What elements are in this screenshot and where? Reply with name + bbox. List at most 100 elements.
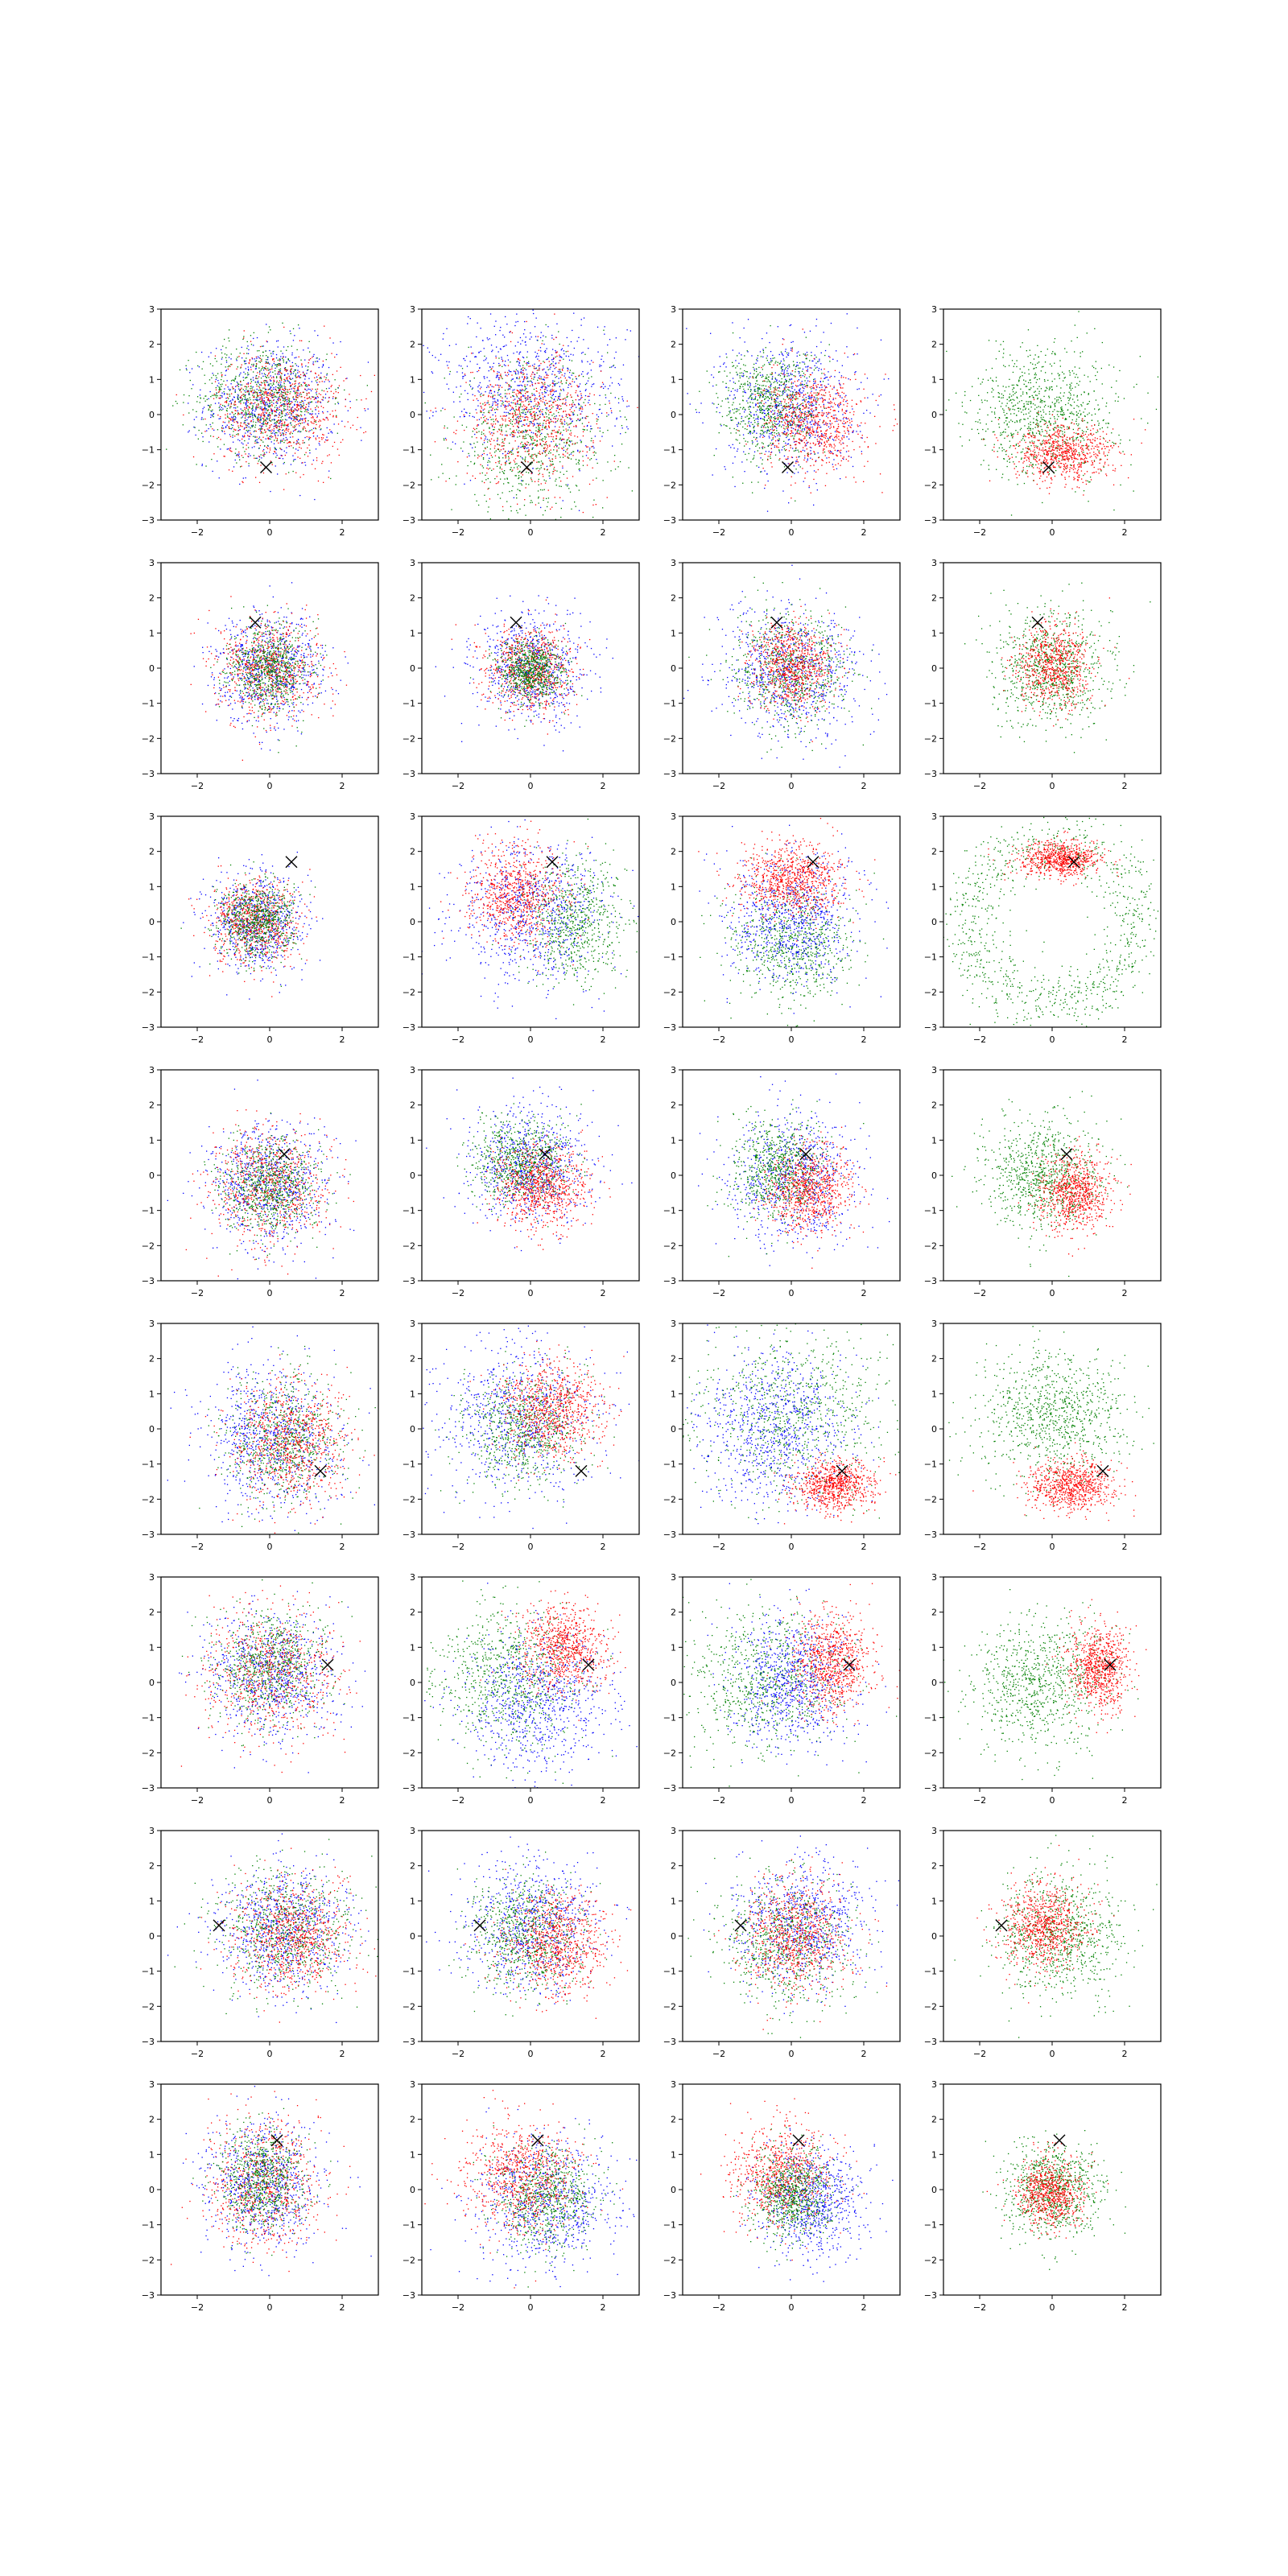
data-point bbox=[483, 457, 484, 458]
data-point bbox=[293, 442, 294, 443]
data-point bbox=[221, 393, 222, 394]
data-point bbox=[300, 418, 301, 419]
data-point bbox=[222, 425, 223, 426]
data-point bbox=[520, 365, 521, 366]
data-point bbox=[497, 409, 498, 410]
data-point bbox=[518, 409, 519, 410]
data-point bbox=[278, 430, 279, 431]
data-point bbox=[502, 510, 503, 511]
data-point bbox=[497, 392, 498, 393]
data-point bbox=[533, 454, 534, 455]
data-point bbox=[323, 407, 324, 408]
data-point bbox=[860, 425, 861, 426]
data-point bbox=[525, 393, 526, 394]
data-point bbox=[298, 439, 299, 440]
data-point bbox=[518, 432, 519, 433]
data-point bbox=[532, 436, 533, 437]
data-point bbox=[501, 449, 502, 450]
data-point bbox=[267, 448, 268, 449]
data-point bbox=[488, 395, 489, 396]
data-point bbox=[488, 478, 489, 479]
data-point bbox=[494, 445, 495, 446]
data-point bbox=[287, 409, 288, 410]
data-point bbox=[503, 405, 504, 406]
data-point bbox=[476, 336, 477, 337]
data-point bbox=[517, 448, 518, 449]
data-point bbox=[554, 314, 555, 315]
data-point bbox=[567, 394, 568, 395]
data-point bbox=[583, 465, 584, 466]
data-point bbox=[545, 442, 546, 443]
data-point bbox=[310, 409, 311, 410]
data-point bbox=[285, 381, 286, 382]
data-point bbox=[271, 404, 272, 405]
data-point bbox=[281, 373, 282, 374]
data-point bbox=[553, 440, 554, 441]
data-point bbox=[243, 447, 244, 448]
data-point bbox=[244, 436, 245, 437]
data-point bbox=[532, 444, 533, 445]
data-point bbox=[281, 413, 282, 414]
data-point bbox=[686, 328, 687, 329]
data-point bbox=[496, 347, 497, 348]
data-point bbox=[548, 414, 549, 415]
data-point bbox=[425, 402, 426, 403]
data-point bbox=[521, 373, 522, 374]
data-point bbox=[416, 443, 417, 444]
data-point bbox=[229, 396, 230, 397]
data-point bbox=[592, 468, 593, 469]
data-point bbox=[247, 398, 248, 399]
data-point bbox=[552, 430, 553, 431]
data-point bbox=[508, 425, 509, 426]
data-point bbox=[536, 412, 537, 413]
data-point bbox=[260, 362, 261, 363]
data-point bbox=[261, 457, 262, 458]
data-point bbox=[569, 434, 570, 435]
data-point bbox=[487, 337, 488, 338]
data-point bbox=[221, 384, 222, 385]
data-point bbox=[261, 369, 262, 370]
data-point bbox=[331, 353, 332, 354]
data-point bbox=[526, 444, 527, 445]
data-point bbox=[208, 409, 209, 410]
data-point bbox=[559, 371, 560, 372]
data-point bbox=[220, 409, 221, 410]
data-point bbox=[261, 394, 262, 395]
data-point bbox=[277, 402, 278, 403]
data-point bbox=[556, 431, 557, 432]
data-point bbox=[531, 401, 532, 402]
data-point bbox=[535, 336, 536, 337]
data-point bbox=[262, 423, 263, 424]
data-point bbox=[531, 473, 532, 474]
data-point bbox=[512, 449, 513, 450]
data-point bbox=[517, 370, 518, 371]
data-point bbox=[245, 397, 246, 398]
data-point bbox=[253, 410, 254, 411]
data-point bbox=[468, 465, 469, 466]
data-point bbox=[556, 337, 557, 338]
data-point bbox=[586, 383, 587, 384]
data-point bbox=[499, 389, 500, 390]
data-point bbox=[815, 423, 816, 424]
data-point bbox=[479, 419, 480, 420]
data-point bbox=[587, 426, 588, 427]
data-point bbox=[525, 386, 526, 387]
data-point bbox=[805, 386, 806, 387]
data-point bbox=[243, 402, 244, 403]
y-tick-label: 0 bbox=[149, 410, 155, 420]
data-point bbox=[240, 397, 241, 398]
data-point bbox=[290, 418, 291, 419]
data-point bbox=[622, 427, 623, 428]
data-point bbox=[211, 459, 212, 460]
data-point bbox=[245, 398, 246, 399]
data-point bbox=[304, 389, 305, 390]
data-point bbox=[265, 350, 266, 351]
data-point bbox=[540, 434, 541, 435]
data-point bbox=[281, 435, 282, 436]
data-point bbox=[520, 337, 521, 338]
data-point bbox=[542, 489, 543, 490]
data-point bbox=[522, 411, 523, 412]
data-point bbox=[248, 382, 249, 383]
data-point bbox=[510, 331, 511, 332]
data-point bbox=[267, 375, 268, 376]
